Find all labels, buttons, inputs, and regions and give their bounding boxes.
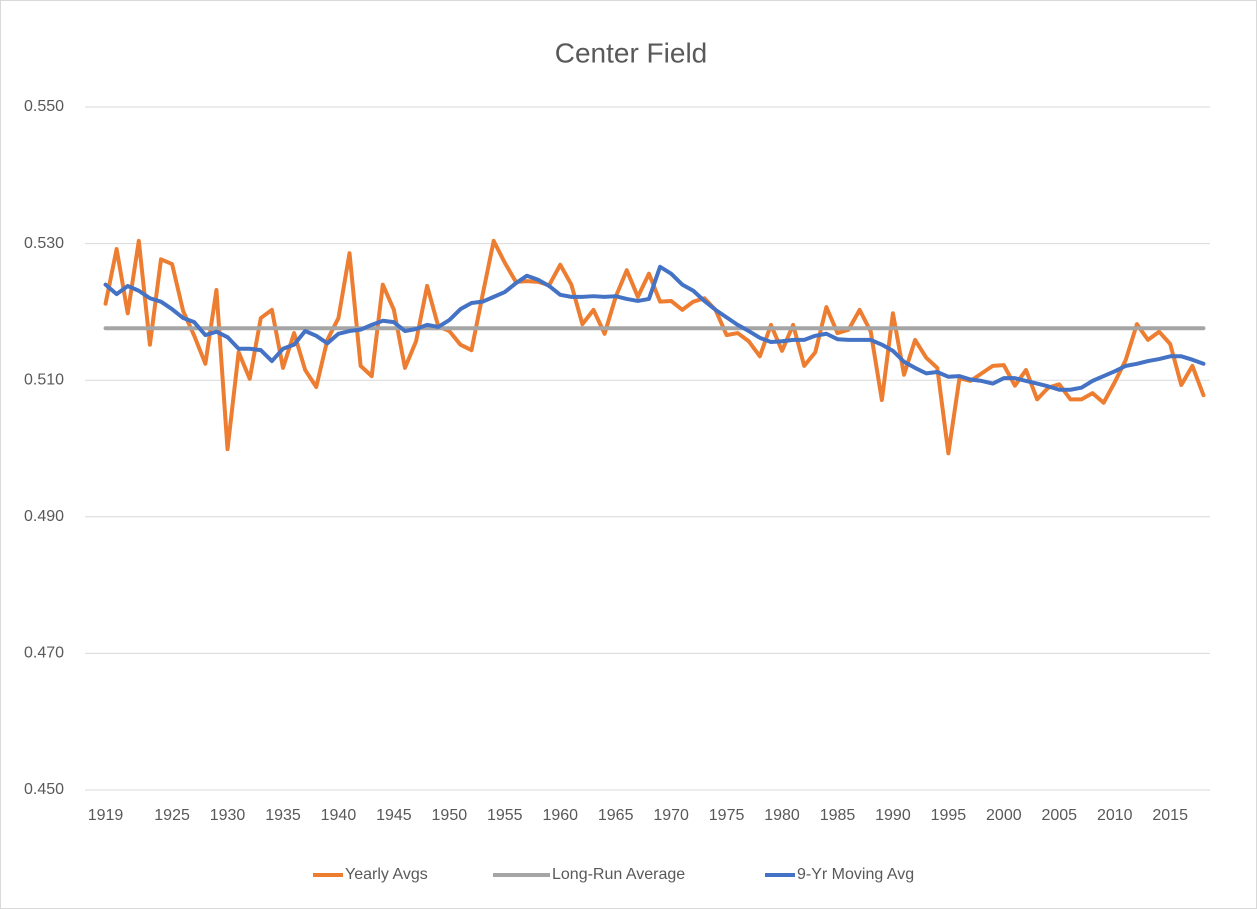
- x-tick-label: 1995: [931, 807, 967, 824]
- y-tick-label: 0.450: [24, 781, 64, 798]
- x-tick-label: 1965: [598, 807, 634, 824]
- y-tick-label: 0.530: [24, 235, 64, 252]
- x-tick-label: 1970: [653, 807, 689, 824]
- x-tick-label: 2005: [1041, 807, 1077, 824]
- x-tick-label: 1955: [487, 807, 523, 824]
- x-tick-label: 2000: [986, 807, 1022, 824]
- chart-title: Center Field: [555, 37, 708, 68]
- legend-label: Yearly Avgs: [345, 866, 428, 883]
- y-tick-label: 0.550: [24, 98, 64, 115]
- x-tick-label: 1975: [709, 807, 745, 824]
- x-tick-label: 2010: [1097, 807, 1133, 824]
- legend-label: Long-Run Average: [552, 866, 685, 883]
- x-tick-label: 1919: [88, 807, 124, 824]
- x-tick-label: 1930: [210, 807, 246, 824]
- data-line: [103, 264, 1206, 392]
- legend-label: 9-Yr Moving Avg: [797, 866, 914, 883]
- x-tick-label: 1960: [542, 807, 578, 824]
- x-tick-label: 1985: [820, 807, 856, 824]
- x-tick-label: 1935: [265, 807, 301, 824]
- x-tick-label: 1990: [875, 807, 911, 824]
- x-tick-label: 1980: [764, 807, 800, 824]
- x-tick-label: 1940: [321, 807, 357, 824]
- x-tick-label: 1950: [432, 807, 468, 824]
- x-tick-label: 2015: [1152, 807, 1188, 824]
- x-tick-label: 1945: [376, 807, 412, 824]
- y-tick-label: 0.470: [24, 645, 64, 662]
- y-tick-label: 0.510: [24, 371, 64, 388]
- x-tick-label: 1925: [154, 807, 190, 824]
- y-tick-label: 0.490: [24, 508, 64, 525]
